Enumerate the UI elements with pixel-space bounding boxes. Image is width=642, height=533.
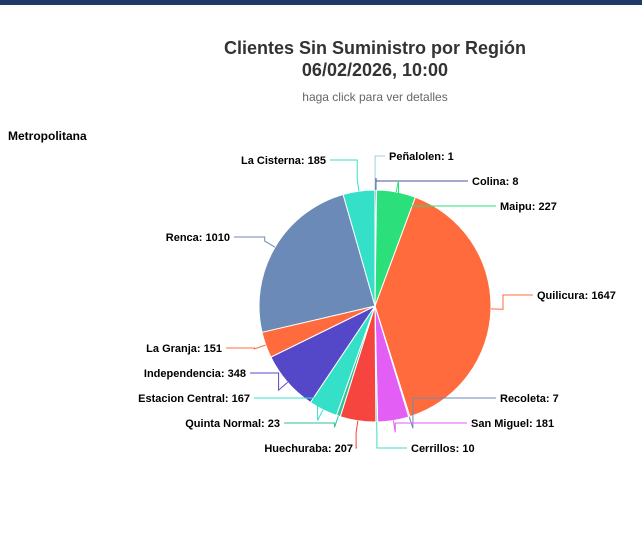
data-label-huechuraba: Huechuraba: 207 (264, 443, 353, 455)
region-label: Metropolitana (8, 129, 87, 143)
connector-huechuraba (355, 420, 359, 449)
connector-renca (234, 236, 276, 248)
data-label-estacion-central: Estacion Central: 167 (138, 393, 250, 405)
top-accent-bar (0, 0, 642, 5)
connector-quinta-normal (284, 415, 339, 428)
data-label-penalolen: Peñalolen: 1 (389, 151, 454, 163)
data-label-colina: Colina: 8 (472, 176, 518, 188)
data-label-independencia: Independencia: 348 (144, 368, 246, 380)
connector-la-granja (226, 344, 266, 350)
chart-subtitle: haga click para ver detalles (302, 90, 448, 104)
chart-title: Clientes Sin Suministro por Región (223, 38, 527, 58)
connector-estacion-central (254, 397, 324, 421)
connector-maipu (395, 180, 496, 207)
connector-penalolen (374, 155, 385, 190)
pie-slice-renca[interactable] (258, 193, 376, 333)
data-label-recoleta: Recoleta: 7 (500, 393, 559, 405)
data-label-la-granja: La Granja: 151 (146, 343, 222, 355)
data-label-quilicura: Quilicura: 1647 (537, 290, 616, 302)
connector-cerrillos (376, 421, 407, 449)
data-label-san-miguel: San Miguel: 181 (471, 418, 554, 430)
data-label-maipu: Maipu: 227 (500, 201, 557, 213)
connector-san-miguel (392, 420, 467, 433)
data-label-la-cisterna: La Cisterna: 185 (241, 155, 326, 167)
connector-la-cisterna (330, 159, 360, 192)
chart-title-date: 06/02/2026, 10:00 (301, 60, 449, 80)
connector-quilicura (490, 294, 533, 310)
connector-independencia (250, 372, 289, 392)
data-label-cerrillos: Cerrillos: 10 (411, 443, 475, 455)
data-label-renca: Renca: 1010 (166, 232, 230, 244)
pie-slice-quilicura[interactable] (374, 196, 492, 418)
data-label-quinta-normal: Quinta Normal: 23 (185, 418, 280, 430)
connector-colina (375, 177, 468, 191)
